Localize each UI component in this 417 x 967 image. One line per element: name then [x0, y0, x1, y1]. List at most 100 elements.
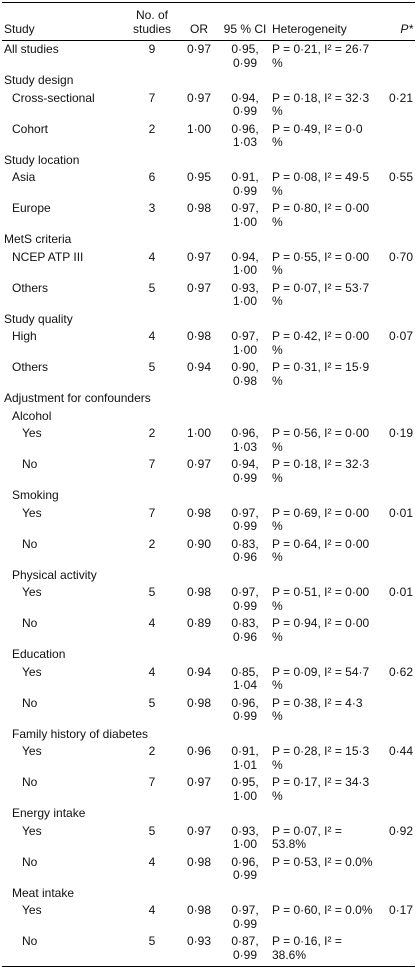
data-row: Others 5 0·97 0·93, 1·00 P = 0·07, I² = 53·7… [2, 280, 415, 311]
column-header: No. of studies [126, 2, 178, 41]
confidence-interval: 0·95, 1·00 [231, 775, 259, 803]
data-row: Yes 2 0·96 0·91, 1·01 P = 0·28, I² = 15·3 % 0… [2, 743, 415, 774]
odds-ratio: 0·96 [186, 744, 212, 758]
group-title: Meat intake [12, 885, 75, 900]
group-row: Smoking [2, 487, 415, 505]
study-count: 7 [148, 90, 156, 105]
confidence-interval: 0·97, 0·99 [231, 903, 259, 931]
header-row: Study No. of studies OR 95 % CI Heterogeneit… [2, 2, 415, 41]
heterogeneity: P = 0·07, I² = 53·7 % [272, 280, 370, 308]
odds-ratio: 0·98 [186, 695, 212, 710]
column-header: OR [178, 2, 220, 41]
empty-cell [378, 854, 415, 885]
study-label: Yes [22, 744, 42, 758]
odds-ratio: 0·95 [186, 170, 212, 184]
odds-ratio: 0·97 [186, 775, 212, 789]
heterogeneity: P = 0·09, I² = 54·7 % [272, 664, 370, 692]
data-row: Europe 3 0·98 0·97, 1·00 P = 0·80, I² = 0·00… [2, 200, 415, 231]
odds-ratio: 0·98 [186, 854, 212, 869]
data-row: No 2 0·90 0·83, 0·96 P = 0·64, I² = 0·00 % [2, 536, 415, 567]
data-row: Cohort 2 1·00 0·96, 1·03 P = 0·49, I² = 0·0 … [2, 121, 415, 152]
data-row: All studies 9 0·97 0·95, 0·99 P = 0·21, I² =… [2, 41, 415, 73]
data-row: Asia 6 0·95 0·91, 0·99 P = 0·08, I² = 49·5 %… [2, 169, 415, 200]
heterogeneity: P = 0·69, I² = 0·00 % [272, 505, 370, 533]
p-value: 0·17 [388, 903, 413, 917]
p-value: 0·70 [388, 249, 413, 264]
odds-ratio: 0·98 [186, 585, 212, 599]
data-row: Yes 4 0·94 0·85, 1·04 P = 0·09, I² = 54·7 % 0… [2, 664, 415, 695]
heterogeneity: P = 0·18, I² = 32·3 % [272, 90, 370, 118]
confidence-interval: 0·96, 1·03 [231, 121, 259, 149]
empty-cell [378, 774, 415, 805]
study-label: High [12, 329, 37, 343]
empty-cell [378, 456, 415, 487]
confidence-interval: 0·97, 0·99 [231, 505, 259, 533]
confidence-interval: 0·87, 0·99 [220, 933, 270, 967]
study-count: 2 [148, 121, 156, 136]
confidence-interval: 0·93, 1·00 [231, 823, 259, 851]
study-count: 9 [148, 42, 156, 56]
confidence-interval: 0·97, 0·99 [231, 585, 259, 613]
column-header: P* [378, 2, 415, 41]
group-title: Physical activity [12, 567, 97, 582]
confidence-interval: 0·95, 0·99 [231, 42, 259, 70]
odds-ratio: 1·00 [186, 121, 212, 136]
group-title: Education [12, 647, 66, 661]
p-value: 0·62 [388, 664, 413, 679]
table-body: All studies 9 0·97 0·95, 0·99 P = 0·21, I² =… [2, 41, 415, 967]
confidence-interval: 0·93, 1·00 [231, 280, 259, 308]
confidence-interval: 0·91, 0·99 [231, 170, 259, 198]
data-row: Yes 7 0·98 0·97, 0·99 P = 0·69, I² = 0·00 % 0… [2, 505, 415, 536]
heterogeneity: P = 0·53, I² = 0.0% [272, 854, 373, 869]
study-count: 5 [148, 360, 156, 374]
group-title: Alcohol [12, 408, 52, 423]
p-value: 0·21 [388, 90, 413, 105]
heterogeneity: P = 0·31, I² = 15·9 % [272, 360, 370, 388]
study-label: No [22, 616, 38, 630]
group-title: MetS criteria [4, 232, 72, 246]
data-row: High 4 0·98 0·97, 1·00 P = 0·42, I² = 0·00 %… [2, 328, 415, 359]
study-count: 4 [148, 903, 156, 917]
data-row: Yes 2 1·00 0·96, 1·03 P = 0·56, I² = 0·00 % 0… [2, 425, 415, 456]
column-header: 95 % CI [220, 2, 270, 41]
p-value: 0·92 [388, 823, 413, 838]
empty-cell [378, 615, 415, 646]
heterogeneity: P = 0·56, I² = 0·00 % [272, 426, 370, 454]
study-label: Yes [22, 505, 42, 520]
study-label: No [2, 933, 126, 967]
study-count: 4 [148, 249, 156, 264]
heterogeneity: P = 0·38, I² = 4·3 % [272, 695, 363, 723]
study-count: 2 [148, 426, 156, 440]
column-header: Study [2, 2, 126, 41]
p-value: 0·19 [388, 426, 413, 440]
heterogeneity: P = 0·21, I² = 26·7 % [272, 42, 370, 70]
odds-ratio: 0·97 [186, 823, 212, 838]
group-title: Smoking [12, 488, 59, 502]
study-label: No [22, 536, 38, 551]
odds-ratio: 0·89 [186, 616, 212, 630]
heterogeneity: P = 0·49, I² = 0·0 % [272, 121, 363, 149]
odds-ratio: 0·98 [186, 505, 212, 520]
data-row: Others 5 0·94 0·90, 0·98 P = 0·31, I² = 15·9… [2, 359, 415, 390]
odds-ratio: 0·97 [186, 280, 212, 295]
group-row: Study quality [2, 311, 415, 329]
heterogeneity: P = 0·18, I² = 32·3 % [272, 457, 370, 485]
study-label: Yes [22, 426, 42, 440]
column-header: Heterogeneity [270, 2, 378, 41]
group-row: Adjustment for confounders [2, 390, 415, 408]
odds-ratio: 0·98 [186, 201, 212, 215]
study-label: Others [12, 360, 49, 374]
confidence-interval: 0·90, 0·98 [231, 360, 259, 388]
group-row: Meat intake [2, 885, 415, 903]
empty-cell [378, 536, 415, 567]
heterogeneity: P = 0·42, I² = 0·00 % [272, 329, 370, 357]
data-row: Yes 5 0·98 0·97, 0·99 P = 0·51, I² = 0·00 % 0… [2, 584, 415, 615]
data-row: NCEP ATP III 4 0·97 0·94, 1·00 P = 0·55, I² … [2, 249, 415, 280]
heterogeneity: P = 0·51, I² = 0·00 % [272, 585, 370, 613]
heterogeneity: P = 0·60, I² = 0.0% [272, 903, 373, 917]
data-row: No 7 0·97 0·94, 0·99 P = 0·18, I² = 32·3 % [2, 456, 415, 487]
study-count: 6 [148, 170, 156, 184]
empty-cell [378, 280, 415, 311]
study-count: 5 [148, 695, 156, 710]
group-row: Physical activity [2, 567, 415, 585]
